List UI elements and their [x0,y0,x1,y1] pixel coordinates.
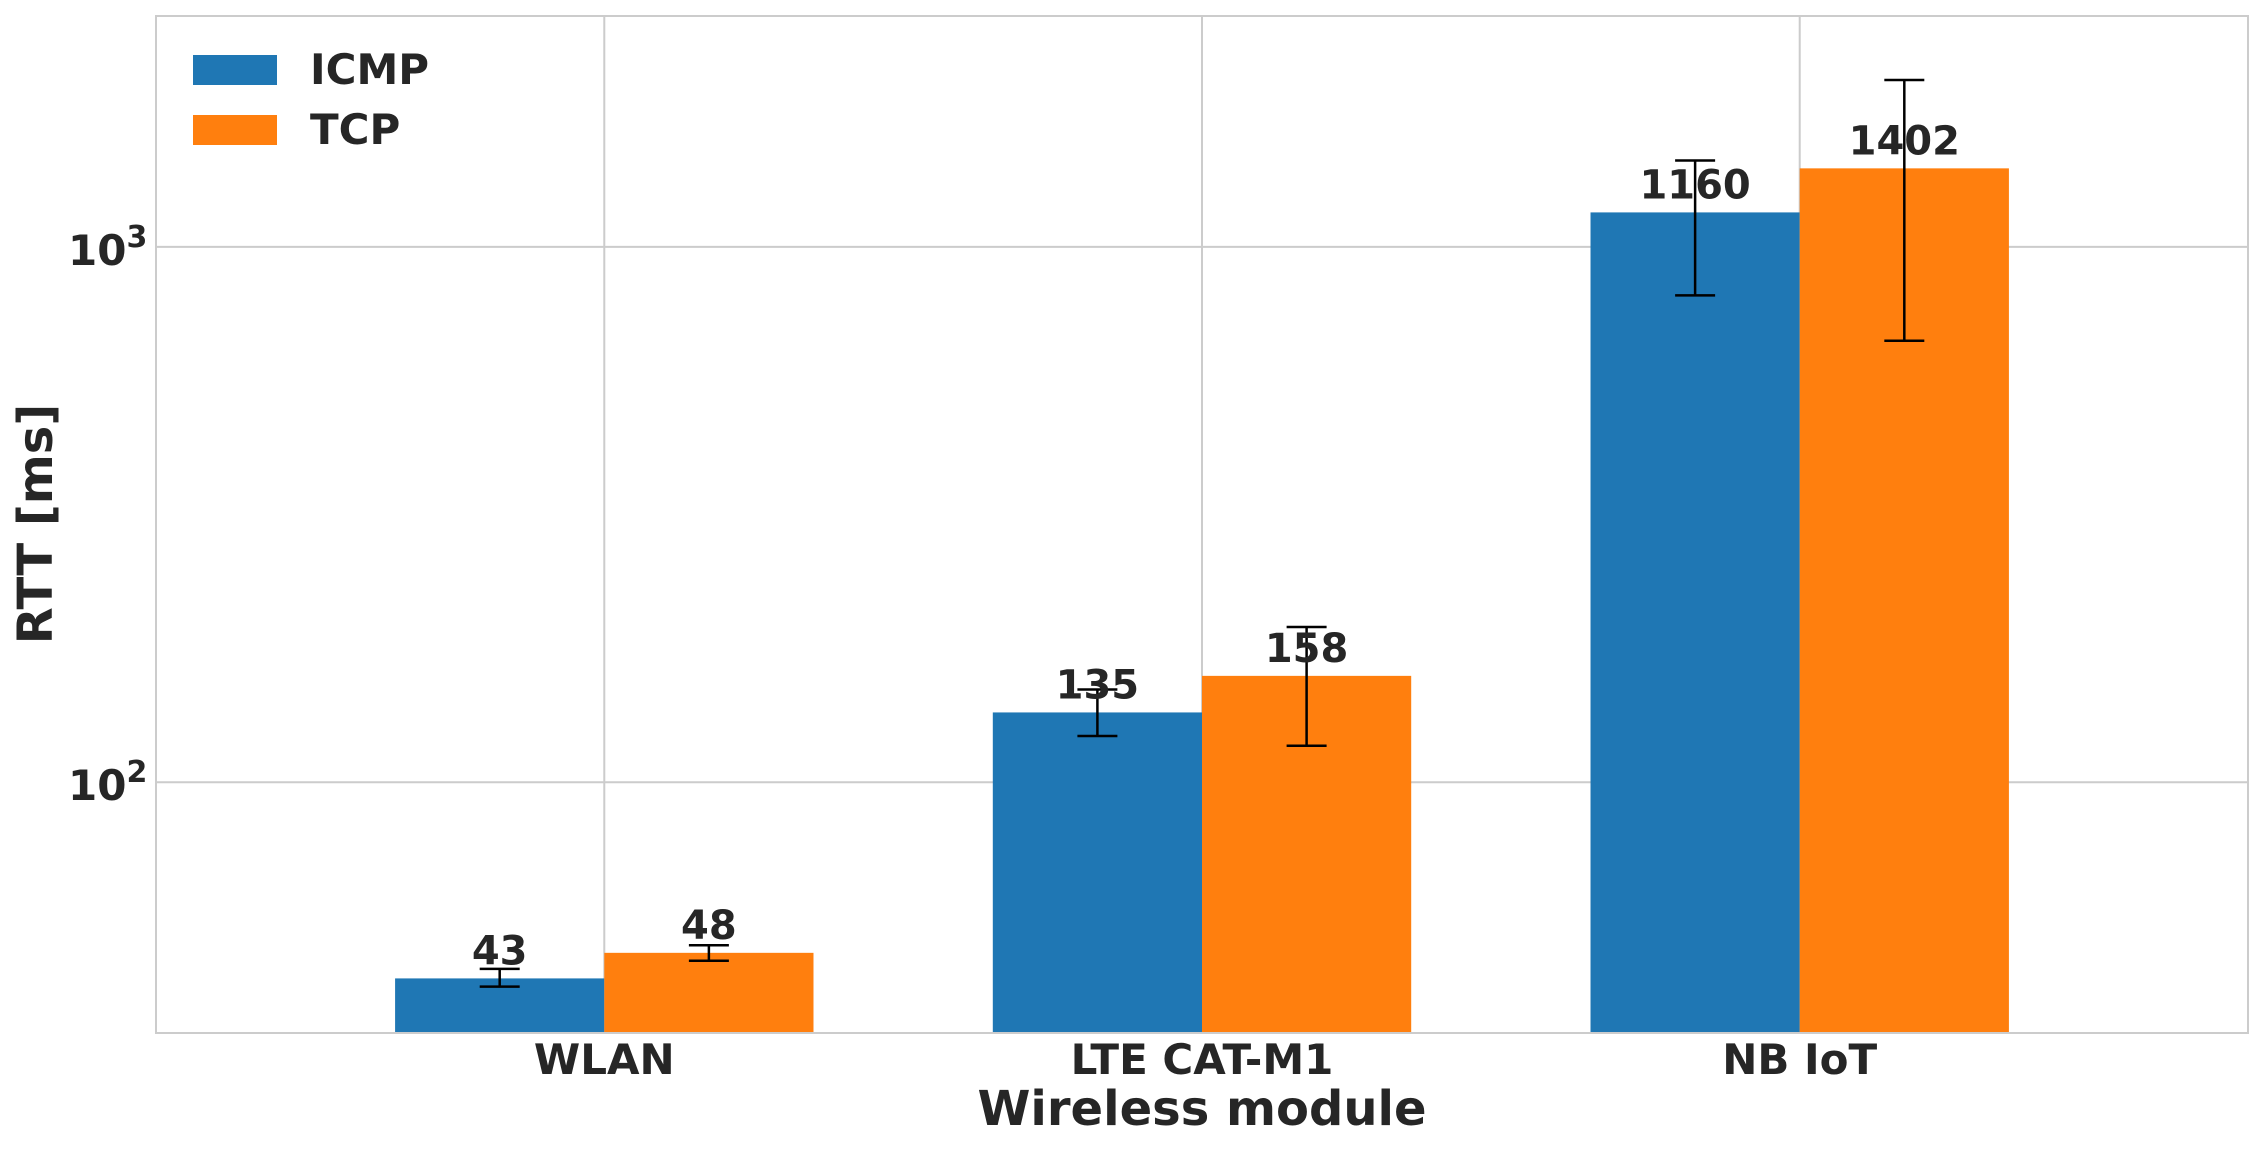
y-axis-label: RTT [ms] [8,404,64,645]
error-bar-icmp-lte-cat-m1 [1077,688,1118,738]
legend: ICMP TCP [193,45,429,154]
error-bar-tcp-lte-cat-m1 [1286,625,1327,747]
data-label-icmp-wlan: 43 [472,928,528,974]
legend-label-tcp: TCP [310,105,400,154]
bar-icmp-nb-iot [1590,212,1800,1033]
legend-label-icmp: ICMP [310,45,429,94]
x-tick-label-lte-cat-m1: LTE CAT-M1 [1071,1035,1334,1084]
bar-icmp-lte-cat-m1 [992,712,1202,1033]
y-tick-labels: 102 103 [68,220,147,810]
bar-tcp-wlan [604,952,814,1033]
error-bar-tcp-nb-iot [1884,78,1925,342]
data-label-icmp-nb-iot: 1160 [1639,162,1750,208]
y-tick-label-1000: 103 [68,220,147,275]
legend-swatch-icmp [193,55,277,85]
error-bars [479,78,1925,988]
data-labels: 43 135 1160 48 158 1402 [472,118,1960,974]
error-bar-icmp-nb-iot [1675,159,1716,297]
bars [395,168,2009,1033]
plot-frame [155,15,2249,1034]
data-label-tcp-nb-iot: 1402 [1849,118,1960,164]
error-bar-tcp-wlan [688,943,729,962]
data-label-tcp-lte-cat-m1: 158 [1265,626,1349,672]
x-tick-label-nb-iot: NB IoT [1722,1035,1877,1084]
legend-swatch-tcp [193,115,277,145]
data-label-icmp-lte-cat-m1: 135 [1056,662,1140,708]
x-axis-label: Wireless module [977,1081,1426,1137]
y-tick-label-100: 102 [68,755,147,810]
x-tick-labels: WLAN LTE CAT-M1 NB IoT [534,1035,1878,1084]
error-bar-icmp-wlan [479,967,520,988]
x-tick-label-wlan: WLAN [534,1035,675,1084]
data-label-tcp-wlan: 48 [681,903,737,949]
